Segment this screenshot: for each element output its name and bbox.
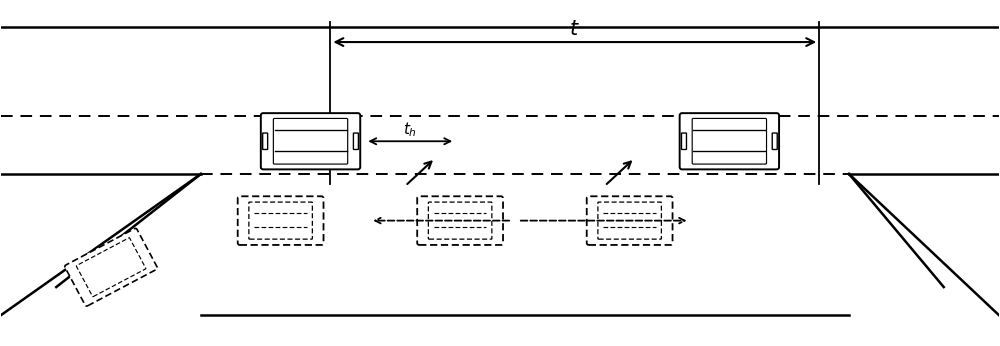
FancyBboxPatch shape	[249, 202, 312, 239]
FancyBboxPatch shape	[353, 133, 358, 149]
FancyBboxPatch shape	[417, 196, 503, 245]
FancyBboxPatch shape	[772, 133, 777, 149]
FancyBboxPatch shape	[428, 202, 492, 239]
Text: $t_h$: $t_h$	[403, 120, 417, 139]
FancyBboxPatch shape	[76, 238, 146, 297]
Text: $t$: $t$	[569, 20, 580, 39]
FancyBboxPatch shape	[263, 133, 268, 149]
FancyBboxPatch shape	[261, 113, 360, 170]
FancyBboxPatch shape	[587, 196, 673, 245]
FancyBboxPatch shape	[681, 133, 686, 149]
FancyBboxPatch shape	[680, 113, 779, 170]
FancyBboxPatch shape	[598, 202, 661, 239]
FancyBboxPatch shape	[238, 196, 324, 245]
FancyBboxPatch shape	[65, 228, 157, 306]
